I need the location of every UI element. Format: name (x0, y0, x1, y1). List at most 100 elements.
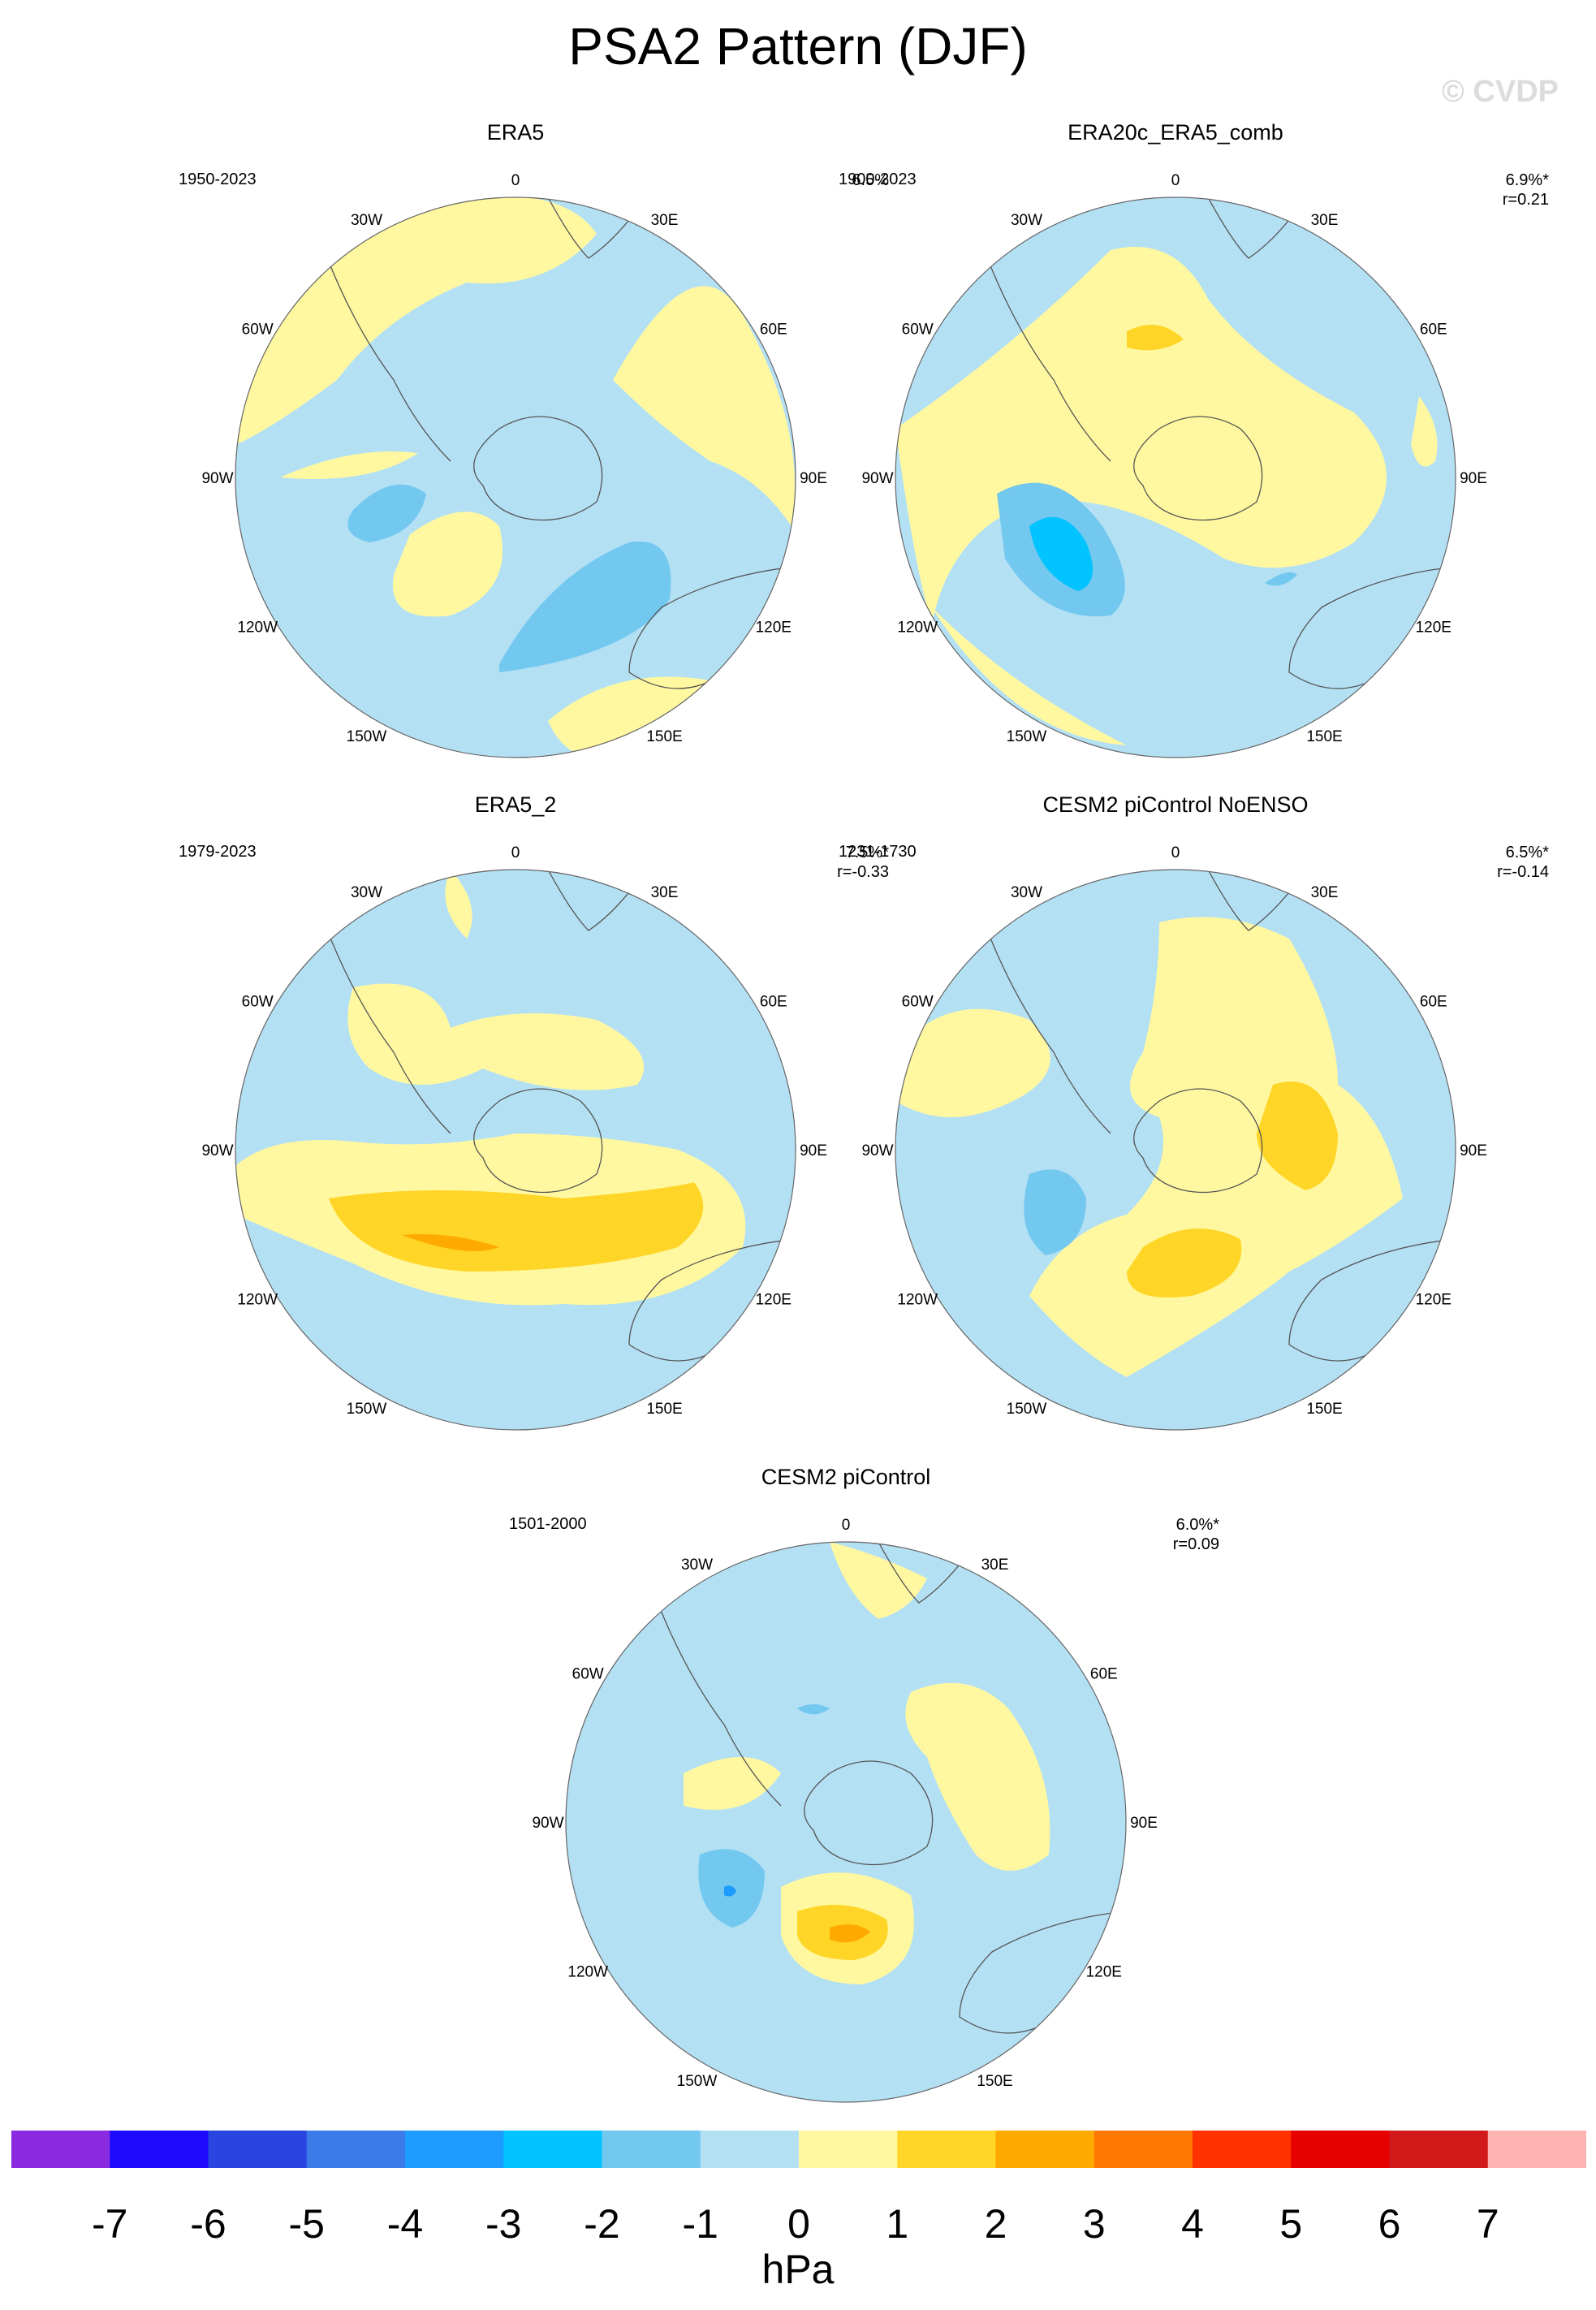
panel-title: ERA5 (486, 120, 545, 145)
contour-region (613, 286, 795, 526)
pattern-correlation: r=-0.33 (837, 863, 889, 881)
colorbar-swatch (1093, 2131, 1193, 2168)
longitude-label: 120W (897, 620, 938, 637)
map-panel-cesm2-noenso: 0 30E 60E 90E 120E 150E 180 150W 120W 90W 60W 30W C… (810, 792, 1549, 1442)
longitude-label: 60W (902, 322, 934, 339)
africa-coastline (547, 197, 638, 259)
longitude-label: 180 (833, 2113, 859, 2114)
longitude-label: 60E (1090, 1666, 1118, 1683)
longitude-label: 120W (237, 620, 278, 637)
colorbar-swatch (1389, 2131, 1489, 2168)
longitude-label: 120E (756, 1292, 792, 1309)
longitude-label: 90E (1460, 470, 1487, 487)
longitude-label: 60W (242, 322, 274, 339)
longitude-label: 30W (351, 884, 382, 901)
longitude-label: 90W (861, 470, 893, 487)
pct-variance: 6.9%* (1505, 171, 1549, 189)
contour-region (724, 1885, 736, 1897)
longitude-label: 150E (646, 1401, 682, 1418)
colorbar-swatch (208, 2131, 308, 2168)
colorbar-swatch (799, 2131, 898, 2168)
contour-region (797, 1704, 830, 1715)
panel-title: ERA20c_ERA5_comb (1068, 120, 1283, 145)
longitude-label: 90E (1460, 1142, 1487, 1159)
figure-title: PSA2 Pattern (DJF) (568, 17, 1028, 76)
map-background (566, 1542, 1126, 2102)
contour-region (499, 541, 671, 672)
africa-coastline (1207, 870, 1298, 931)
panel-variance: 6.5% (852, 171, 889, 190)
colorbar-swatch (1487, 2131, 1586, 2168)
south-america-coastline (642, 1561, 782, 1807)
colorbar-tick-label: 1 (886, 2201, 909, 2247)
polar-map: 0 30E 60E 90E 120E 150E 180 150W 120W 90W 60W 30W (861, 844, 1487, 1442)
contour-region (1029, 516, 1093, 591)
contour-region (402, 1234, 499, 1251)
africa-coastline (1207, 197, 1298, 259)
colorbar-tick-label: -1 (682, 2201, 718, 2247)
longitude-label: 30E (981, 1557, 1009, 1574)
colorbar-tick-label: 6 (1378, 2201, 1401, 2247)
colorbar-swatch (602, 2131, 701, 2168)
longitude-label: 150E (1306, 1401, 1342, 1418)
south-america-coastline (972, 217, 1111, 462)
longitude-label: 30E (1311, 884, 1339, 901)
longitude-label: 150E (977, 2073, 1012, 2090)
colorbar-swatch (306, 2131, 406, 2168)
pattern-correlation: r=0.21 (1502, 191, 1549, 209)
longitude-label: 0 (511, 844, 520, 861)
contour-region (830, 1924, 870, 1943)
colorbar-tick-label: 7 (1476, 2201, 1499, 2247)
longitude-label: 120E (1416, 620, 1451, 637)
longitude-label: 90E (800, 470, 827, 487)
colorbar-swatch (1193, 2131, 1292, 2168)
longitude-label: 90W (201, 470, 233, 487)
map-panel-era5-2: 0 30E 60E 90E 120E 150E 180 150W 120W 90W 60W 30W E… (150, 792, 889, 1442)
contour-region (1257, 1082, 1338, 1190)
colorbar-units-label: hPa (761, 2247, 835, 2292)
longitude-label: 150W (1007, 728, 1047, 745)
colorbar-tick-label: -4 (386, 2201, 424, 2247)
pct-variance: 6.5%* (1505, 844, 1549, 861)
longitude-label: 60E (1420, 322, 1447, 339)
contour-region (347, 484, 426, 542)
contour-region (895, 247, 1387, 624)
south-america-coastline (312, 217, 451, 462)
colorbar-tick-label: 2 (984, 2201, 1007, 2247)
longitude-label: 0 (511, 172, 520, 189)
colorbar-swatch (995, 2131, 1095, 2168)
longitude-label: 30E (651, 212, 679, 229)
contour-region (347, 983, 645, 1090)
longitude-label: 180 (1162, 768, 1188, 770)
colorbar-tick-label: 3 (1082, 2201, 1106, 2247)
longitude-label: 30W (351, 212, 382, 229)
longitude-label: 120E (1086, 1964, 1122, 1981)
panel-period: 1979-2023 (179, 843, 257, 861)
cvdp-watermark: © CVDP (1441, 75, 1559, 109)
panel-period: 1900-2023 (839, 171, 917, 188)
polar-map: 0 30E 60E 90E 120E 150E 180 150W 120W 90W 60W 30W (201, 844, 826, 1442)
longitude-label: 90W (861, 1142, 893, 1159)
south-america-coastline (312, 889, 451, 1134)
colorbar-tick-label: -3 (485, 2201, 522, 2247)
colorbar-tick-label: -7 (92, 2201, 128, 2247)
contour-region (1024, 1169, 1086, 1255)
panel-title: CESM2 piControl NoENSO (1042, 792, 1309, 817)
longitude-label: 60W (572, 1666, 604, 1683)
longitude-label: 90E (1130, 1815, 1158, 1832)
antarctica-coastline (1133, 1088, 1263, 1194)
panel-variance: 6.0%* r=0.09 (1173, 1515, 1219, 1554)
map-boundary (895, 196, 1456, 758)
colorbar-swatch (503, 2131, 602, 2168)
longitude-label: 30W (1011, 884, 1042, 901)
pattern-correlation: r=-0.14 (1497, 863, 1549, 881)
contour-region (1265, 572, 1297, 586)
panel-title: ERA5_2 (474, 792, 557, 817)
panel-variance: 7.5%* r=-0.33 (837, 843, 889, 882)
map-boundary (565, 1541, 1127, 2103)
polar-map: 0 30E 60E 90E 120E 150E 180 150W 120W 90W 60W 30W (201, 172, 827, 770)
colorbar-tick-label: 4 (1181, 2201, 1204, 2247)
colorbar-tick-label: 5 (1279, 2201, 1303, 2247)
map-boundary (235, 869, 796, 1431)
contour-region (684, 1757, 781, 1810)
